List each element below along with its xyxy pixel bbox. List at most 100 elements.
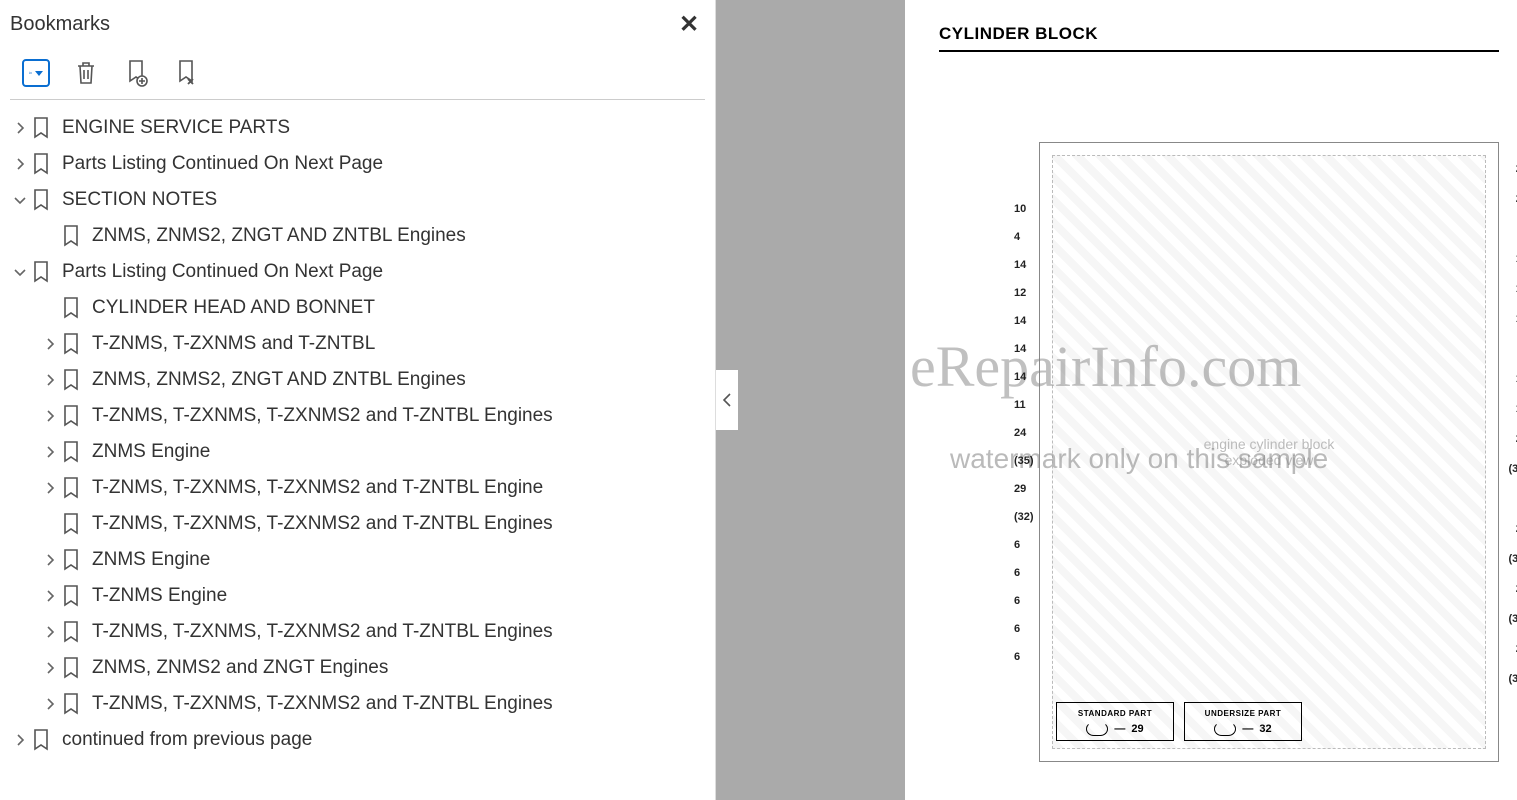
bookmark-icon [30, 261, 52, 283]
bookmark-label: Parts Listing Continued On Next Page [62, 153, 383, 175]
bookmark-label: T-ZNMS, T-ZXNMS, T-ZXNMS2 and T-ZNTBL En… [92, 477, 543, 499]
bookmark-label: T-ZNMS, T-ZXNMS, T-ZXNMS2 and T-ZNTBL En… [92, 405, 553, 427]
bookmark-item[interactable]: Parts Listing Continued On Next Page [6, 254, 709, 290]
bookmark-item[interactable]: T-ZNMS Engine [6, 578, 709, 614]
page-heading: CYLINDER BLOCK [939, 24, 1499, 52]
bookmark-item[interactable]: ZNMS, ZNMS2, ZNGT AND ZNTBL Engines [6, 218, 709, 254]
callout-number: 6 [1014, 539, 1020, 551]
callout-number: 6 [1014, 651, 1020, 663]
bookmark-settings-button[interactable] [172, 59, 200, 87]
expand-icon[interactable] [40, 482, 60, 494]
bookmark-label: ZNMS, ZNMS2 and ZNGT Engines [92, 657, 388, 679]
callout-number: 29 [1014, 483, 1026, 495]
undersize-part-title: UNDERSIZE PART [1195, 709, 1291, 718]
expand-icon[interactable] [40, 590, 60, 602]
bookmark-item[interactable]: Parts Listing Continued On Next Page [6, 146, 709, 182]
bookmarks-title: Bookmarks [10, 13, 110, 36]
bookmark-label: ZNMS, ZNMS2, ZNGT AND ZNTBL Engines [92, 369, 466, 391]
undersize-part-box: UNDERSIZE PART — 32 [1184, 702, 1302, 741]
expand-icon[interactable] [40, 410, 60, 422]
bookmarks-header: Bookmarks ✕ [0, 0, 715, 53]
bookmark-item[interactable]: T-ZNMS, T-ZXNMS and T-ZNTBL [6, 326, 709, 362]
standard-part-title: STANDARD PART [1067, 709, 1163, 718]
callout-number: 14 [1014, 259, 1026, 271]
parts-legend: STANDARD PART — 29 UNDERSIZE PART — 32 [1056, 702, 1302, 741]
callout-number: (32) [1508, 613, 1517, 625]
bookmark-icon [60, 405, 82, 427]
bookmark-icon [60, 693, 82, 715]
bookmark-item[interactable]: T-ZNMS, T-ZXNMS, T-ZXNMS2 and T-ZNTBL En… [6, 614, 709, 650]
collapse-sidebar-button[interactable] [716, 370, 738, 430]
bookmark-label: T-ZNMS, T-ZXNMS and T-ZNTBL [92, 333, 375, 355]
bookmark-icon [60, 657, 82, 679]
bookmark-icon [60, 513, 82, 535]
bookmark-item[interactable]: T-ZNMS, T-ZXNMS, T-ZXNMS2 and T-ZNTBL En… [6, 470, 709, 506]
expand-icon[interactable] [10, 195, 30, 205]
bookmark-item[interactable]: continued from previous page [6, 722, 709, 758]
callout-number: 11 [1014, 399, 1026, 411]
expand-icon[interactable] [10, 122, 30, 134]
standard-part-num: 29 [1131, 723, 1143, 735]
callout-number: 14 [1014, 343, 1026, 355]
view-options-button[interactable] [22, 59, 50, 87]
ring-icon [1086, 722, 1108, 736]
bookmark-label: ZNMS, ZNMS2, ZNGT AND ZNTBL Engines [92, 225, 466, 247]
expand-icon[interactable] [40, 662, 60, 674]
undersize-part-num: 32 [1259, 723, 1271, 735]
bookmark-item[interactable]: T-ZNMS, T-ZXNMS, T-ZXNMS2 and T-ZNTBL En… [6, 686, 709, 722]
callout-number: (32) [1014, 511, 1034, 523]
callout-number: (35) [1508, 463, 1517, 475]
expand-icon[interactable] [10, 267, 30, 277]
bookmarks-panel: Bookmarks ✕ [0, 0, 716, 800]
diagram-artwork: engine cylinder blockexploded view [1052, 155, 1486, 749]
bookmark-item[interactable]: ZNMS, ZNMS2, ZNGT AND ZNTBL Engines [6, 362, 709, 398]
bookmark-item[interactable]: T-ZNMS, T-ZXNMS, T-ZXNMS2 and T-ZNTBL En… [6, 398, 709, 434]
callout-number: (35) [1014, 455, 1034, 467]
expand-icon[interactable] [40, 698, 60, 710]
bookmark-icon [30, 729, 52, 751]
expand-icon[interactable] [40, 446, 60, 458]
bookmark-item[interactable]: CYLINDER HEAD AND BONNET [6, 290, 709, 326]
callout-number: (32) [1508, 673, 1517, 685]
bookmark-icon [60, 225, 82, 247]
bookmark-icon [30, 117, 52, 139]
bookmark-item[interactable]: ENGINE SERVICE PARTS [6, 110, 709, 146]
bookmark-item[interactable]: ZNMS, ZNMS2 and ZNGT Engines [6, 650, 709, 686]
bookmark-item[interactable]: ZNMS Engine [6, 434, 709, 470]
bookmark-item[interactable]: ZNMS Engine [6, 542, 709, 578]
standard-part-box: STANDARD PART — 29 [1056, 702, 1174, 741]
expand-icon[interactable] [10, 734, 30, 746]
bookmark-icon [60, 549, 82, 571]
expand-icon[interactable] [40, 554, 60, 566]
add-bookmark-button[interactable] [122, 59, 150, 87]
bookmark-item[interactable]: T-ZNMS, T-ZXNMS, T-ZXNMS2 and T-ZNTBL En… [6, 506, 709, 542]
chevron-down-icon [35, 71, 43, 76]
bookmarks-tree: ENGINE SERVICE PARTS Parts Listing Contin… [0, 100, 715, 768]
bookmark-label: T-ZNMS, T-ZXNMS, T-ZXNMS2 and T-ZNTBL En… [92, 693, 553, 715]
callout-number: 6 [1014, 567, 1020, 579]
delete-bookmark-button[interactable] [72, 59, 100, 87]
bookmark-icon [60, 297, 82, 319]
bookmark-label: ZNMS Engine [92, 441, 210, 463]
expand-icon[interactable] [40, 626, 60, 638]
bookmark-label: ENGINE SERVICE PARTS [62, 117, 290, 139]
callout-number: 14 [1014, 371, 1026, 383]
bookmark-icon [60, 441, 82, 463]
callout-number: 4 [1014, 231, 1020, 243]
bookmark-icon [60, 477, 82, 499]
bookmarks-toolbar [10, 53, 705, 100]
expand-icon[interactable] [40, 338, 60, 350]
bookmark-icon [60, 369, 82, 391]
callout-number: 6 [1014, 623, 1020, 635]
bookmark-label: CYLINDER HEAD AND BONNET [92, 297, 375, 319]
bookmark-item[interactable]: SECTION NOTES [6, 182, 709, 218]
close-icon[interactable]: ✕ [679, 10, 699, 39]
bookmark-label: Parts Listing Continued On Next Page [62, 261, 383, 283]
callout-number: 24 [1014, 427, 1026, 439]
bookmark-label: T-ZNMS Engine [92, 585, 227, 607]
expand-icon[interactable] [40, 374, 60, 386]
pane-gutter [716, 0, 905, 800]
expand-icon[interactable] [10, 158, 30, 170]
bookmark-icon [60, 585, 82, 607]
callout-number: 12 [1014, 287, 1026, 299]
